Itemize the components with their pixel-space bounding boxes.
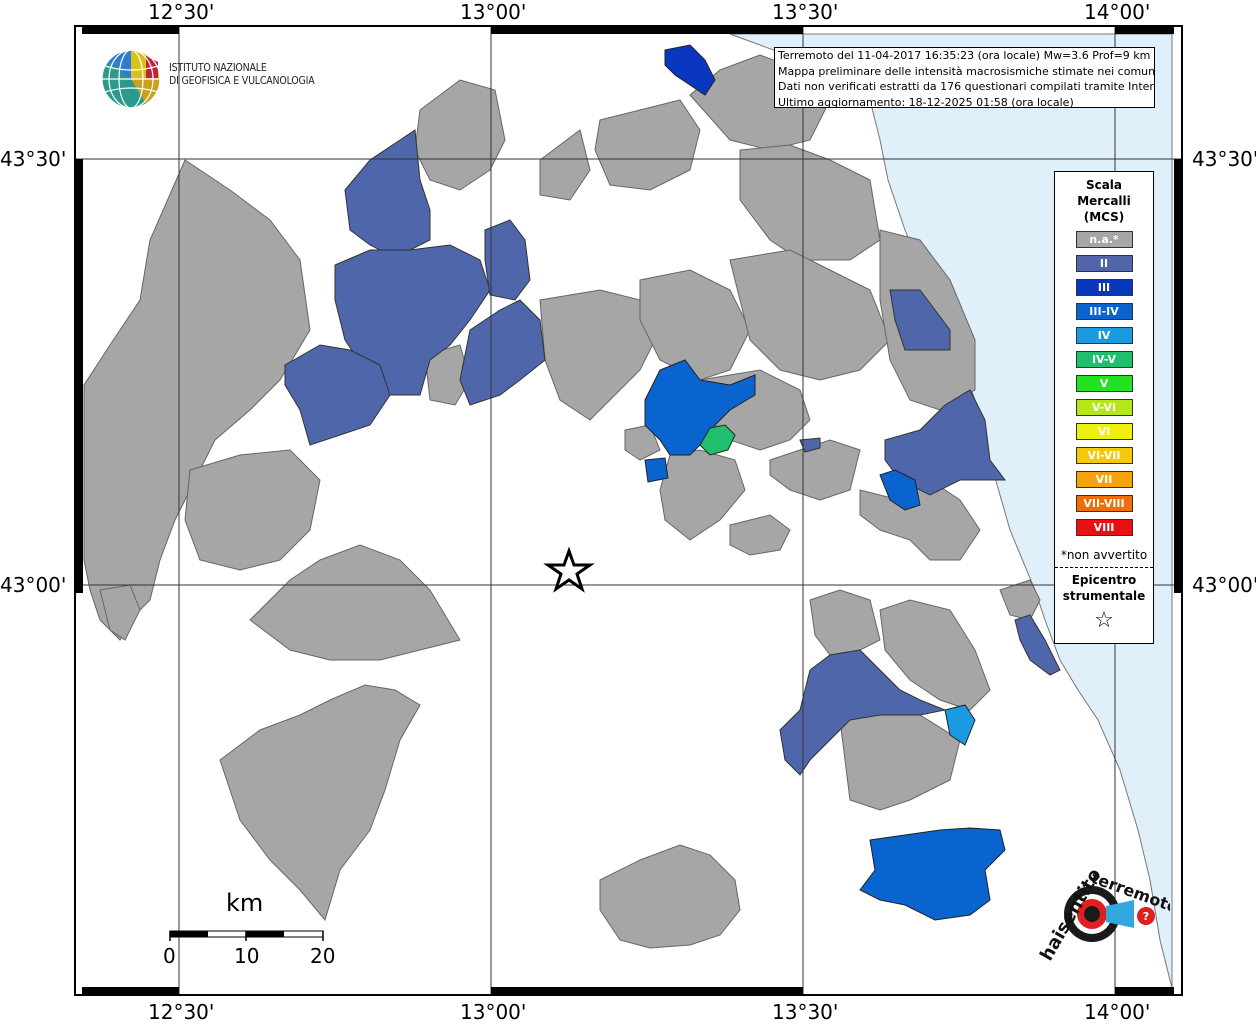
region-north-5 (739, 144, 881, 261)
event-info-line4: Ultimo aggiornamento: 18-12-2025 01:58 (… (778, 95, 1074, 108)
lat-label-right-4330: 43°30' (1192, 147, 1256, 171)
lon-label-bottom-1230: 12°30' (148, 1000, 215, 1024)
ingv-logo (101, 49, 161, 109)
region-IIIIV-small (644, 457, 669, 483)
legend-item: VIII (1075, 519, 1133, 536)
region-west-small (99, 584, 141, 641)
map-frame (74, 25, 1183, 996)
region-south (599, 844, 741, 949)
legend-item: VI-VII (1075, 447, 1133, 464)
scale-tick-0: 0 (163, 944, 176, 968)
lat-label-left-4330: 43°30' (0, 147, 67, 171)
svg-text:?: ? (1143, 910, 1149, 923)
intensity-legend: Scala Mercalli (MCS) n.a.* II III III-IV IV I… (1054, 171, 1154, 644)
ingv-name: ISTITUTO NAZIONALE DI GEOFISICA E VULCAN… (169, 62, 315, 88)
event-info-line2: Mappa preliminare delle intensità macros… (778, 64, 1155, 78)
epicenter-star (543, 546, 595, 593)
legend-separator (1055, 567, 1153, 568)
municipalities-IV (944, 704, 976, 746)
region-north-2 (539, 129, 591, 201)
region-II-west (284, 344, 391, 446)
event-info-line3: Dati non verificati estratti da 176 ques… (778, 80, 1155, 93)
region-southeast-2 (879, 599, 991, 711)
region-west-2 (184, 449, 321, 571)
haisentito-logo: ? haisentito terremoto (1036, 865, 1170, 964)
legend-item: III (1075, 279, 1133, 296)
legend-item: V-VI (1075, 399, 1133, 416)
legend-note: *non avvertito (1060, 548, 1148, 562)
region-center-1 (539, 289, 661, 421)
legend-item: VII-VIII (1075, 495, 1133, 512)
legend-item: IV (1075, 327, 1133, 344)
municipalities-II (284, 129, 1061, 776)
lon-label-bottom-1300: 13°00' (460, 1000, 527, 1024)
region-II-center (334, 244, 491, 396)
scale-bar (169, 930, 324, 941)
ingv-name-line2: DI GEOFISICA E VULCANOLOGIA (169, 75, 315, 87)
legend-title-text: Scala Mercalli (MCS) (1077, 178, 1131, 224)
lon-label-top-1400: 14°00' (1084, 0, 1151, 24)
municipalities-III-IV (644, 359, 1006, 921)
municipalities-III (664, 44, 716, 96)
municipalities-IV-V (699, 424, 736, 456)
region-IIIIV-east (879, 469, 921, 511)
region-southwest (219, 684, 421, 922)
region-north-1 (414, 79, 506, 191)
region-II-coast (889, 289, 951, 351)
region-center-3 (729, 249, 891, 381)
region-III-north (664, 44, 716, 96)
ingv-name-line1: ISTITUTO NAZIONALE (169, 62, 267, 74)
graticule (75, 26, 1182, 995)
region-II-mid2 (459, 299, 546, 406)
legend-item: n.a.* (1075, 231, 1133, 248)
lat-label-left-4300: 43°00' (0, 573, 67, 597)
region-IVV (699, 424, 736, 456)
region-IIIIV-center (644, 359, 756, 456)
legend-item: VII (1075, 471, 1133, 488)
legend-epicenter-label: Epicentro strumentale (1055, 572, 1153, 604)
region-IV (944, 704, 976, 746)
region-II-coast2 (1014, 614, 1061, 676)
legend-item: II (1075, 255, 1133, 272)
region-center-2 (639, 269, 751, 381)
region-southeast-1 (809, 589, 881, 656)
scale-tick-10: 10 (234, 944, 260, 968)
region-center-6 (729, 514, 791, 556)
legend-item: III-IV (1075, 303, 1133, 320)
legend-item: VI (1075, 423, 1133, 440)
scale-tick-20: 20 (310, 944, 336, 968)
legend-star-icon: ☆ (1094, 608, 1114, 633)
legend-item: IV-V (1075, 351, 1133, 368)
lon-label-top-1230: 12°30' (148, 0, 215, 24)
region-IIIIV-south (859, 827, 1006, 921)
region-center-small (424, 344, 471, 406)
lon-label-bottom-1400: 14°00' (1084, 1000, 1151, 1024)
legend-epicenter-text: Epicentro strumentale (1062, 573, 1146, 603)
legend-items: n.a.* II III III-IV IV IV-V V V-VI VI VI-VII VII VI… (1055, 231, 1153, 536)
region-coast-2 (999, 579, 1041, 621)
lat-label-right-4300: 43°00' (1192, 573, 1256, 597)
event-info-line1: Terremoto del 11-04-2017 16:35:23 (ora l… (778, 49, 1151, 62)
lon-label-bottom-1330: 13°30' (772, 1000, 839, 1024)
region-II-mid (484, 219, 531, 301)
lon-label-top-1300: 13°00' (460, 0, 527, 24)
legend-title: Scala Mercalli (MCS) (1055, 177, 1153, 225)
region-II-north (344, 129, 431, 256)
region-north-3 (594, 99, 701, 191)
event-info-box: Terremoto del 11-04-2017 16:35:23 (ora l… (774, 47, 1155, 108)
scale-unit: km (226, 889, 264, 917)
lon-label-top-1330: 13°30' (772, 0, 839, 24)
region-center-west (249, 544, 461, 661)
legend-item: V (1075, 375, 1133, 392)
